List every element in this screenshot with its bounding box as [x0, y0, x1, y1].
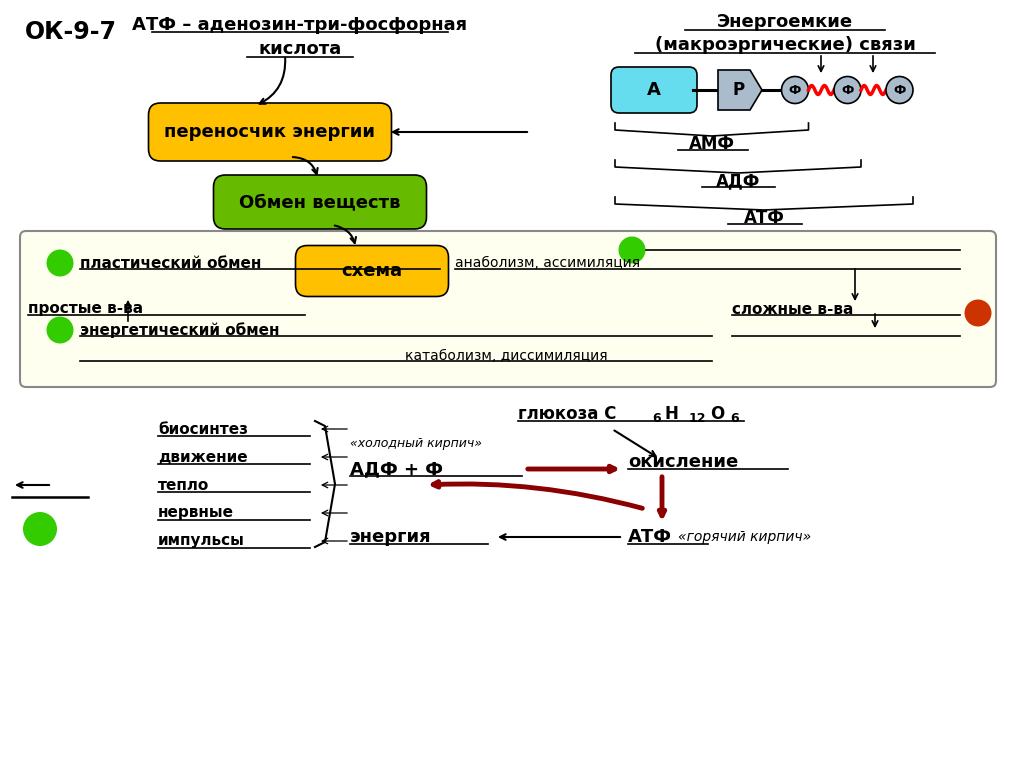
Text: Энергоемкие: Энергоемкие	[717, 13, 853, 31]
Text: АМФ: АМФ	[689, 135, 735, 153]
Polygon shape	[718, 70, 762, 110]
Text: пластический обмен: пластический обмен	[80, 255, 262, 271]
Text: простые в-ва: простые в-ва	[28, 301, 143, 317]
Text: биосинтез: биосинтез	[158, 422, 248, 436]
Circle shape	[964, 299, 992, 327]
Circle shape	[834, 77, 861, 104]
Circle shape	[23, 512, 57, 546]
Text: «холодный кирпич»: «холодный кирпич»	[350, 437, 483, 450]
Text: энергия: энергия	[350, 528, 432, 546]
Text: Обмен веществ: Обмен веществ	[239, 193, 401, 211]
Text: анаболизм, ассимиляция: анаболизм, ассимиляция	[455, 256, 640, 270]
Text: АДФ: АДФ	[716, 172, 760, 190]
Text: 6: 6	[730, 413, 738, 426]
Text: Ф: Ф	[893, 84, 905, 97]
Text: 6: 6	[652, 413, 661, 426]
Text: 12: 12	[689, 413, 706, 426]
Circle shape	[46, 249, 73, 276]
Circle shape	[886, 77, 913, 104]
Circle shape	[46, 317, 73, 344]
Text: нервные: нервные	[158, 505, 234, 521]
FancyBboxPatch shape	[296, 245, 448, 297]
Text: АДФ + Ф: АДФ + Ф	[350, 460, 443, 478]
Text: O: O	[710, 405, 724, 423]
Circle shape	[781, 77, 808, 104]
Text: движение: движение	[158, 449, 247, 465]
FancyBboxPatch shape	[611, 67, 697, 113]
FancyBboxPatch shape	[20, 231, 996, 387]
Text: (макроэргические) связи: (макроэргические) связи	[655, 36, 916, 54]
Text: А: А	[647, 81, 661, 99]
Text: переносчик энергии: переносчик энергии	[165, 123, 375, 141]
Text: схема: схема	[341, 262, 402, 280]
FancyBboxPatch shape	[148, 103, 392, 161]
Text: АТФ: АТФ	[628, 528, 672, 546]
Text: катаболизм, диссимиляция: катаболизм, диссимиляция	[405, 349, 607, 363]
Text: энергетический обмен: энергетический обмен	[80, 322, 279, 338]
Text: «горячий кирпич»: «горячий кирпич»	[678, 530, 811, 544]
Text: окисление: окисление	[628, 453, 738, 471]
Text: АТФ: АТФ	[743, 209, 785, 227]
Text: АТФ – аденозин-три-фосфорная: АТФ – аденозин-три-фосфорная	[132, 16, 468, 34]
FancyBboxPatch shape	[213, 175, 427, 229]
Text: Ф: Ф	[789, 84, 801, 97]
Text: кислота: кислота	[259, 40, 341, 58]
Circle shape	[619, 236, 645, 264]
Text: H: H	[664, 405, 677, 423]
Text: тепло: тепло	[158, 478, 209, 492]
Text: Р: Р	[733, 81, 745, 99]
Text: Ф: Ф	[841, 84, 854, 97]
Text: импульсы: импульсы	[158, 534, 245, 548]
Text: сложные в-ва: сложные в-ва	[732, 301, 854, 317]
Text: глюкоза C: глюкоза C	[518, 405, 617, 423]
Text: ОК-9-7: ОК-9-7	[25, 20, 117, 44]
